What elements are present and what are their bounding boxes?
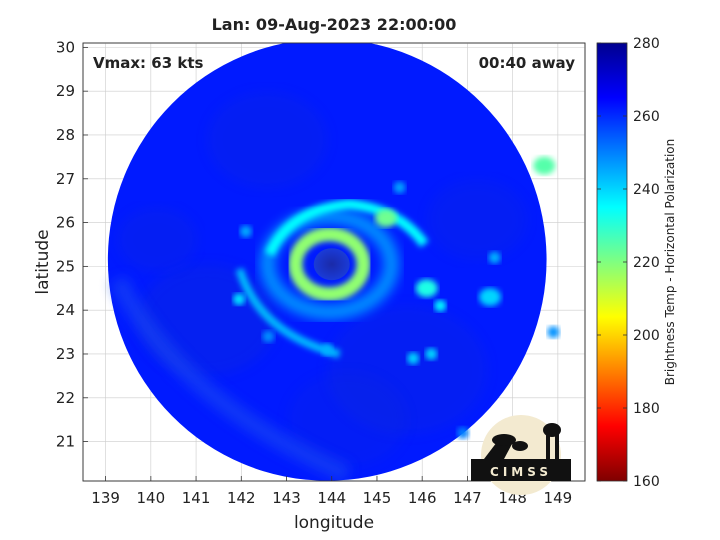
x-tick-label: 145 [363, 489, 392, 507]
eye [313, 248, 350, 281]
x-tick-label: 143 [272, 489, 301, 507]
convective-cell [233, 293, 246, 306]
colorbar-tick-label: 260 [633, 109, 660, 125]
cimss-logo: CIMSS [471, 415, 571, 495]
convective-cell [393, 181, 406, 194]
colorbar [596, 42, 628, 482]
logo-text: CIMSS [490, 465, 552, 479]
y-tick-label: 24 [56, 301, 75, 319]
outer-band [109, 275, 351, 481]
convective-cell [456, 426, 469, 439]
y-tick-label: 29 [56, 82, 75, 100]
colorbar-tick-label: 280 [633, 36, 660, 52]
x-tick-label: 140 [137, 489, 166, 507]
colorbar-tick-label: 220 [633, 255, 660, 271]
convective-band [533, 156, 556, 175]
vmax-label: Vmax: 63 kts [93, 54, 203, 72]
spiral-band [264, 199, 429, 257]
convective-band [415, 279, 438, 298]
y-tick-label: 28 [56, 126, 75, 144]
y-tick-label: 25 [56, 257, 75, 275]
colorbar-tick-label: 180 [633, 401, 660, 417]
x-axis: 139 140 141 142 143 144 145 146 147 148 149 [91, 476, 572, 507]
x-tick-label: 147 [453, 489, 482, 507]
y-tick-label: 21 [56, 433, 75, 451]
y-axis-label: latitude [33, 229, 53, 294]
y-axis: 21 22 23 24 25 26 27 28 29 30 [56, 38, 88, 451]
swath-texture [427, 179, 528, 260]
swath-texture [137, 263, 278, 376]
swath-texture [117, 207, 198, 272]
chart-title: Lan: 09-Aug-2023 22:00:00 [212, 15, 457, 34]
x-tick-label: 142 [227, 489, 256, 507]
convective-cell [547, 326, 560, 339]
outer-eyewall [260, 209, 399, 320]
convective-cell [407, 352, 420, 365]
y-tick-label: 22 [56, 389, 75, 407]
x-tick-label: 139 [91, 489, 120, 507]
y-tick-label: 26 [56, 214, 75, 232]
eyewall [288, 227, 371, 302]
features [233, 156, 560, 439]
convective-band [479, 288, 502, 307]
colorbar-tick-label: 240 [633, 182, 660, 198]
convective-cell [434, 299, 447, 312]
y-tick-label: 30 [56, 38, 75, 56]
y-tick-label: 27 [56, 170, 75, 188]
convective-cell [488, 251, 501, 264]
convective-cell [321, 343, 334, 356]
swath-texture [207, 91, 328, 188]
swath-texture [287, 371, 408, 468]
convective-cell [262, 330, 275, 343]
x-axis-label: longitude [294, 513, 374, 533]
time-offset-label: 00:40 away [479, 54, 576, 72]
y-tick-label: 23 [56, 345, 75, 363]
x-tick-label: 144 [317, 489, 346, 507]
x-tick-label: 149 [544, 489, 573, 507]
x-tick-label: 141 [182, 489, 211, 507]
convective-cell [239, 225, 252, 238]
convective-cell [425, 347, 438, 360]
colorbar-ticks: 160 180 200 220 240 260 280 [597, 36, 660, 490]
convective-band [375, 209, 398, 228]
colorbar-tick-label: 160 [633, 474, 660, 490]
colorbar-label: Brightness Temp - Horizontal Polarizatio… [663, 139, 677, 386]
colorbar-tick-label: 200 [633, 328, 660, 344]
x-tick-label: 146 [408, 489, 437, 507]
